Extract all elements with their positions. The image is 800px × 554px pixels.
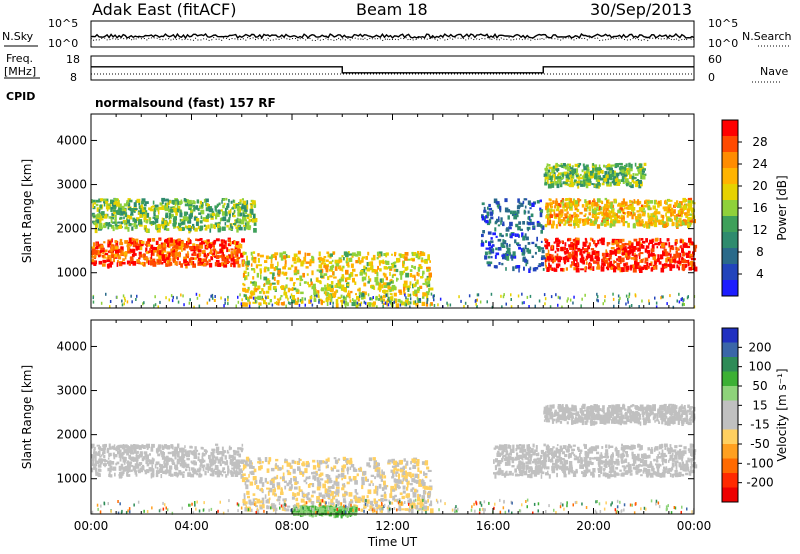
nave-label: Nave xyxy=(760,65,789,78)
velocity-colorbar-swatch xyxy=(722,357,738,372)
velocity-colorbar-swatch xyxy=(722,444,738,459)
xtick-label: 20:00 xyxy=(576,519,611,533)
velocity-panel-ytick-label: 1000 xyxy=(56,472,87,486)
power-colorbar-swatch xyxy=(722,248,738,265)
power-panel-ytick-label: 3000 xyxy=(56,178,87,192)
velocity-colorbar-tick-label: -50 xyxy=(750,437,770,451)
velocity-panel-ytick-label: 3000 xyxy=(56,384,87,398)
velocity-colorbar-swatch xyxy=(722,342,738,358)
power-colorbar-swatch xyxy=(722,264,738,281)
power-colorbar-swatch xyxy=(722,168,738,185)
freq-label-2: [MHz] xyxy=(4,65,37,78)
power-panel-ytick-label: 1000 xyxy=(56,266,87,280)
nsky-series xyxy=(90,32,695,40)
power-colorbar-tick-label: 8 xyxy=(756,245,764,259)
date-title: 30/Sep/2013 xyxy=(590,0,693,19)
freq-panel-frame xyxy=(90,55,695,81)
nsearch-series xyxy=(90,36,695,42)
nsearch-tick-bottom: 10^0 xyxy=(708,37,739,50)
station-title: Adak East (fitACF) xyxy=(92,0,237,19)
velocity-colorbar-tick-label: -200 xyxy=(746,476,773,490)
power-colorbar-swatch xyxy=(722,136,738,153)
freq-tick-bottom: 8 xyxy=(70,71,77,84)
velocity-colorbar-swatch xyxy=(722,458,738,474)
velocity-colorbar-swatch xyxy=(722,429,738,445)
power-colorbar-swatch xyxy=(722,152,738,169)
cpid-label: CPID xyxy=(6,90,36,103)
velocity-colorbar-swatch xyxy=(722,371,738,387)
xtick-label: 16:00 xyxy=(476,519,511,533)
xtick-label: 04:00 xyxy=(174,519,209,533)
power-colorbar-swatch xyxy=(722,280,738,297)
power-colorbar-tick-label: 20 xyxy=(752,179,767,193)
velocity-colorbar-label: Velocity [m s⁻¹] xyxy=(775,368,789,461)
power-colorbar-swatch xyxy=(722,232,738,249)
velocity-colorbar-swatch xyxy=(722,400,738,416)
velocity-heatmap-data xyxy=(91,403,698,519)
power-panel-ytick-label: 2000 xyxy=(56,222,87,236)
nave-tick-top: 60 xyxy=(708,53,722,66)
velocity-colorbar-swatch xyxy=(722,328,738,343)
power-colorbar-tick-label: 4 xyxy=(756,267,764,281)
velocity-colorbar-frame xyxy=(721,327,739,503)
velocity-colorbar-tick-label: -15 xyxy=(750,418,770,432)
velocity-colorbar-swatch xyxy=(722,487,738,503)
nsky-tick-bottom: 10^0 xyxy=(48,37,79,50)
velocity-panel-ytick-label: 2000 xyxy=(56,428,87,442)
nsky-label: N.Sky xyxy=(2,30,34,43)
velocity-panel-ylabel: Slant Range [km] xyxy=(20,365,34,469)
power-colorbar-label: Power [dB] xyxy=(775,175,789,240)
power-colorbar-tick-label: 16 xyxy=(752,201,767,215)
xtick-label: 00:00 xyxy=(677,519,712,533)
power-panel-ytick-label: 4000 xyxy=(56,133,87,147)
xtick-label: 00:00 xyxy=(74,519,109,533)
velocity-colorbar-tick-label: 15 xyxy=(752,398,767,412)
velocity-colorbar-tick-label: 50 xyxy=(752,379,767,393)
power-panel-ylabel: Slant Range [km] xyxy=(20,159,34,263)
velocity-panel-ytick-label: 4000 xyxy=(56,339,87,353)
freq-tick-top: 18 xyxy=(66,53,80,66)
power-colorbar-swatch xyxy=(722,184,738,201)
noise-panel-frame xyxy=(90,20,695,48)
nave-tick-bottom: 0 xyxy=(708,71,715,84)
velocity-colorbar-swatch xyxy=(722,473,738,488)
beam-title: Beam 18 xyxy=(356,0,428,19)
power-heatmap-data xyxy=(91,162,698,309)
freq-label-1: Freq. xyxy=(6,52,34,65)
velocity-colorbar-swatch xyxy=(722,415,738,430)
power-colorbar-tick-label: 12 xyxy=(752,223,767,237)
freq-series xyxy=(91,66,694,74)
xtick-label: 12:00 xyxy=(375,519,410,533)
velocity-colorbar-tick-label: 100 xyxy=(749,360,772,374)
velocity-colorbar-tick-label: 200 xyxy=(749,340,772,354)
xlabel: Time UT xyxy=(367,535,418,549)
xtick-label: 08:00 xyxy=(275,519,310,533)
velocity-colorbar-tick-label: -100 xyxy=(746,456,773,470)
nsearch-tick-top: 10^5 xyxy=(708,17,739,30)
power-colorbar-swatch xyxy=(722,216,738,233)
nsearch-label: N.Search xyxy=(742,30,792,43)
nsky-tick-top: 10^5 xyxy=(48,17,79,30)
power-colorbar-tick-label: 28 xyxy=(752,135,767,149)
velocity-colorbar-swatch xyxy=(722,386,738,401)
cpid-text: normalsound (fast) 157 RF xyxy=(95,96,276,110)
power-colorbar-swatch xyxy=(722,120,738,137)
power-colorbar-tick-label: 24 xyxy=(752,157,767,171)
power-colorbar-swatch xyxy=(722,200,738,217)
